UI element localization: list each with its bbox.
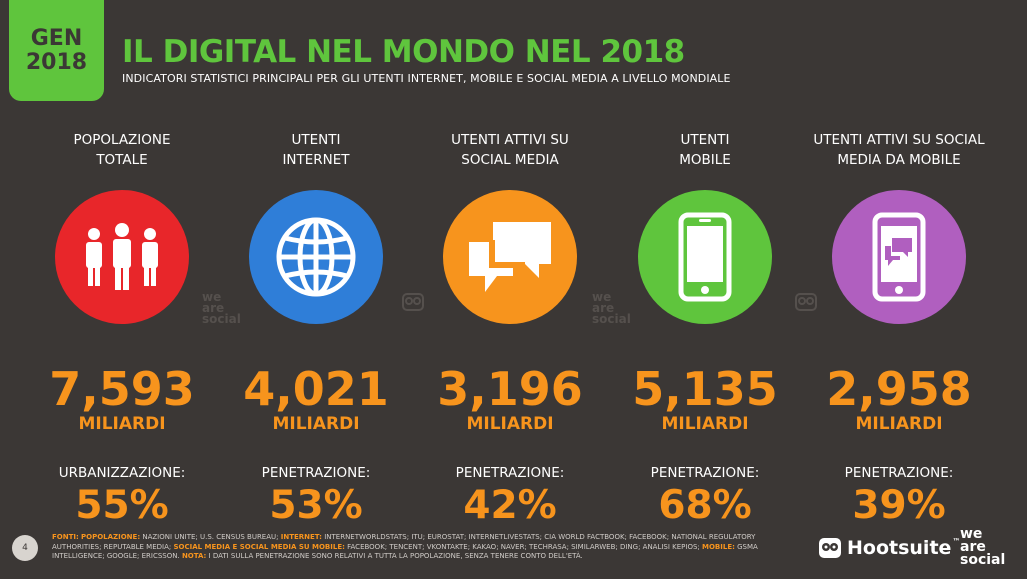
sources-pop-label: POPOLAZIONE: <box>81 533 141 541</box>
stat-circle <box>832 190 966 324</box>
we-are-social-logo: we are social <box>960 526 1006 568</box>
stat-label: UTENTI ATTIVI SU SOCIAL MEDIA DA MOBILE <box>813 132 985 168</box>
page-subtitle: INDICATORI STATISTICI PRINCIPALI PER GLI… <box>122 72 731 85</box>
people-icon <box>86 223 158 290</box>
penetration-label: PENETRAZIONE: <box>650 465 760 481</box>
we-are-social-watermark: we are social <box>202 290 241 326</box>
stat-label: POPOLAZIONE TOTALE <box>73 132 171 168</box>
stat-label: UTENTI MOBILE <box>679 132 731 168</box>
sources-internet-text: INTERNETWORLDSTATS; ITU; EUROSTAT; INTER… <box>52 533 756 551</box>
penetration-label: URBANIZZAZIONE: <box>58 465 186 481</box>
page-number: 4 <box>12 535 38 561</box>
stat-circle <box>638 190 772 324</box>
penetration-label: PENETRAZIONE: <box>844 465 954 481</box>
badge-month: GEN <box>30 25 83 51</box>
stat-circle <box>55 190 189 324</box>
stat-column-mobile: UTENTI MOBILE 5,135 MILIARDI PENETRAZION… <box>610 130 800 528</box>
stat-column-social-mobile: UTENTI ATTIVI SU SOCIAL MEDIA DA MOBILE … <box>804 130 994 528</box>
smartphone-chat-icon <box>872 212 926 302</box>
stat-unit: MILIARDI <box>855 414 943 434</box>
penetration-value: 68% <box>658 483 752 528</box>
sources-internet-label: INTERNET: <box>280 533 322 541</box>
stat-label: UTENTI INTERNET <box>282 132 350 168</box>
penetration-value: 39% <box>852 483 946 528</box>
stat-unit: MILIARDI <box>78 414 166 434</box>
hootsuite-wordmark: Hootsuite <box>847 537 952 559</box>
we-are-social-watermark: we are social <box>592 290 631 326</box>
stat-column-population: POPOLAZIONE TOTALE 7,593 MILIARDI URBANI… <box>27 130 217 528</box>
stat-column-internet: UTENTI INTERNET 4,021 MILIARDI PENETRAZI… <box>221 130 411 528</box>
stat-unit: MILIARDI <box>272 414 360 434</box>
globe-icon <box>276 217 356 297</box>
sources-text: FONTI: POPOLAZIONE: NAZIONI UNITE; U.S. … <box>52 533 772 562</box>
penetration-label: PENETRAZIONE: <box>455 465 565 481</box>
sources-label: FONTI: <box>52 533 79 541</box>
owl-watermark-icon <box>402 293 424 311</box>
sources-social-text: FACEBOOK; TENCENT; VKONTAKTE; KAKAO; NAV… <box>344 542 702 551</box>
sources-social-label: SOCIAL MEDIA E SOCIAL MEDIA SU MOBILE: <box>173 542 345 551</box>
date-badge: GEN 2018 <box>9 0 104 101</box>
stat-value: 5,135 <box>632 362 778 416</box>
stat-value: 7,593 <box>49 362 195 416</box>
chat-bubbles-icon <box>469 222 551 292</box>
stat-value: 3,196 <box>437 362 583 416</box>
badge-year: 2018 <box>25 49 88 75</box>
stat-circle <box>249 190 383 324</box>
penetration-value: 53% <box>269 483 363 528</box>
trademark-symbol: ™ <box>952 537 961 546</box>
smartphone-icon <box>678 212 732 302</box>
owl-watermark-icon <box>795 293 817 311</box>
stat-unit: MILIARDI <box>466 414 554 434</box>
sources-nota-text: I DATI SULLA PENETRAZIONE SONO RELATIVI … <box>206 552 583 560</box>
stat-label: UTENTI ATTIVI SU SOCIAL MEDIA <box>451 132 569 168</box>
sources-pop-text: NAZIONI UNITE; U.S. CENSUS BUREAU; <box>140 533 281 541</box>
hootsuite-logo: Hootsuite ™ <box>818 537 960 559</box>
stat-circle <box>443 190 577 324</box>
stat-value: 4,021 <box>243 362 389 416</box>
sources-mobile-label: MOBILE: <box>702 542 735 551</box>
sources-mobile-text: GSMA INTELLIGENCE; GOOGLE; ERICSSON. <box>52 542 758 561</box>
stat-unit: MILIARDI <box>661 414 749 434</box>
penetration-value: 55% <box>75 483 169 528</box>
penetration-label: PENETRAZIONE: <box>261 465 371 481</box>
page-title: IL DIGITAL NEL MONDO NEL 2018 <box>122 34 685 70</box>
sources-nota-label: NOTA: <box>181 552 207 560</box>
stat-column-social: UTENTI ATTIVI SU SOCIAL MEDIA 3,196 MILI… <box>415 130 605 528</box>
penetration-value: 42% <box>463 483 557 528</box>
hootsuite-owl-icon <box>819 538 841 558</box>
stat-value: 2,958 <box>826 362 972 416</box>
